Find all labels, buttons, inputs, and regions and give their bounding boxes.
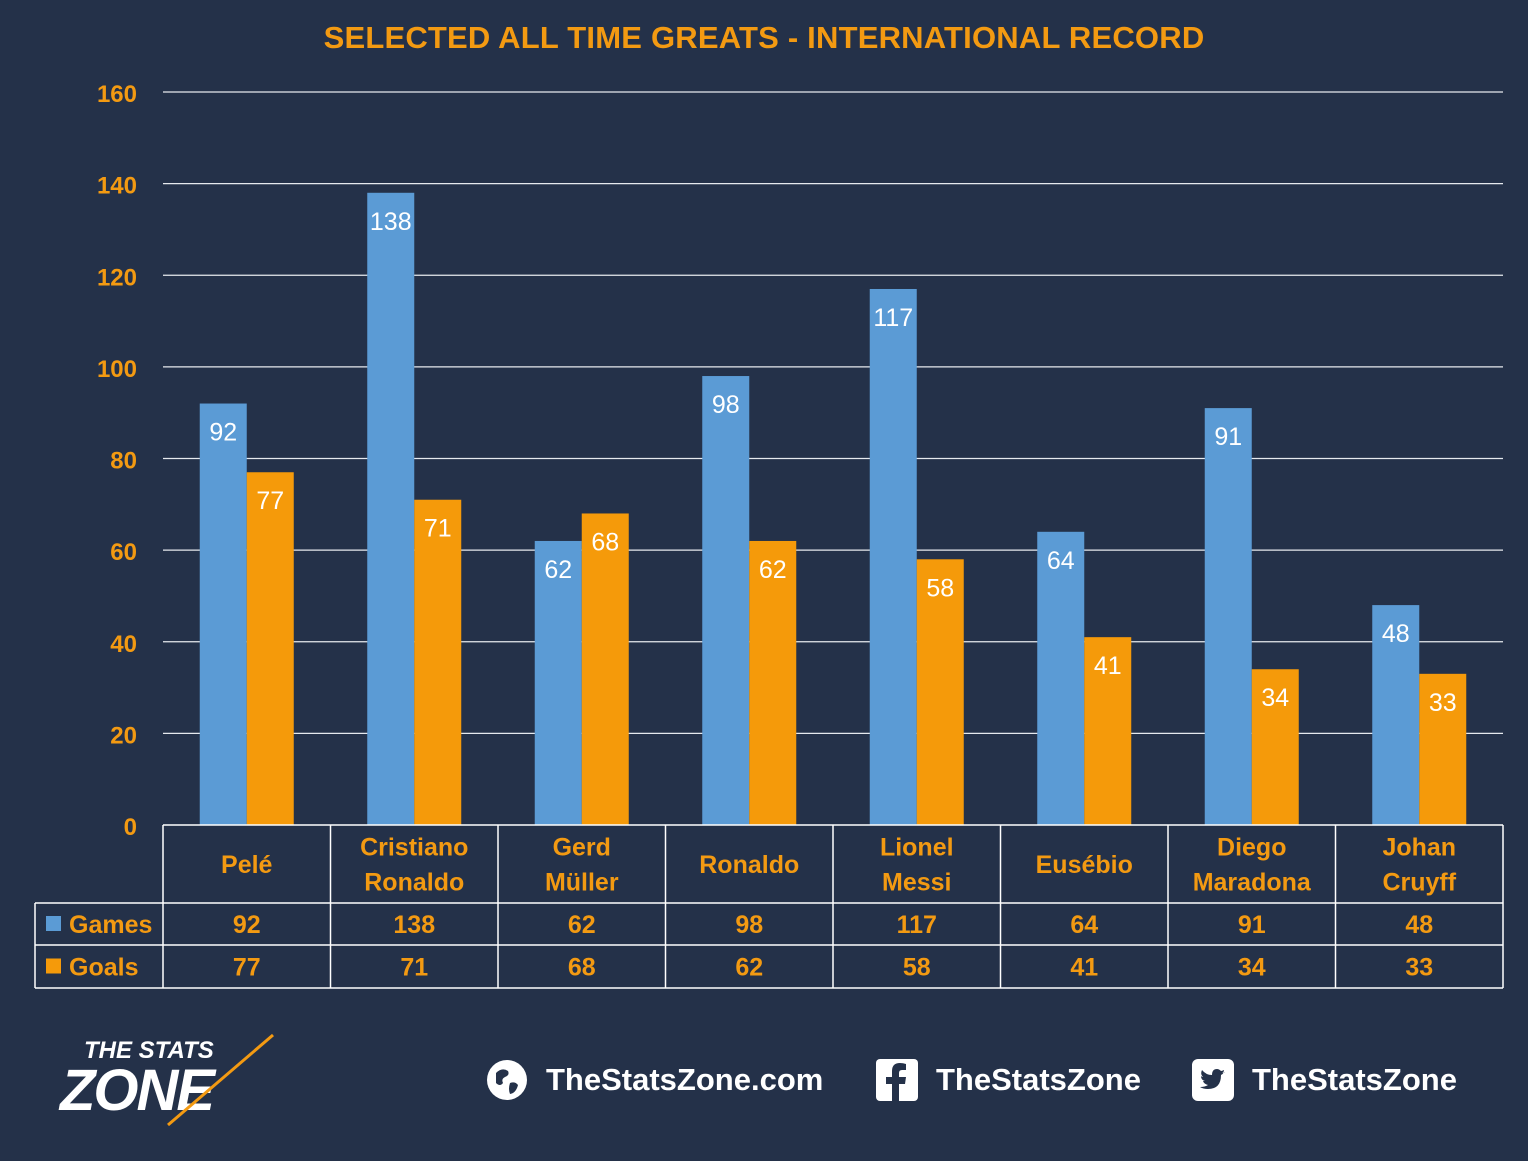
globe-icon bbox=[486, 1059, 528, 1101]
table-value-games: 64 bbox=[1070, 911, 1098, 939]
table-value-games: 92 bbox=[233, 911, 261, 939]
bar-goals bbox=[414, 499, 462, 825]
table-value-goals: 68 bbox=[568, 954, 596, 982]
table-value-goals: 62 bbox=[735, 954, 763, 982]
table-value-games: 98 bbox=[735, 911, 763, 939]
bar-chart: 0 20 40 60 80 100 120 140 160 92 77 138 71 62 68 98 62 11… bbox=[34, 81, 1504, 989]
table-value-games: 117 bbox=[897, 911, 937, 939]
website-text: TheStatsZone.com bbox=[546, 1062, 824, 1097]
table-value-games: 48 bbox=[1405, 911, 1433, 939]
legend-label-goals: Goals bbox=[69, 954, 138, 982]
data-label-games: 62 bbox=[544, 556, 572, 584]
category-label: Johan bbox=[1382, 834, 1456, 862]
table-value-goals: 71 bbox=[400, 954, 428, 982]
category-label: Gerd bbox=[553, 834, 611, 862]
data-label-goals: 62 bbox=[759, 556, 787, 584]
table-value-games: 62 bbox=[568, 911, 596, 939]
twitter-link[interactable]: TheStatsZone bbox=[1192, 1052, 1457, 1108]
twitter-text: TheStatsZone bbox=[1252, 1062, 1457, 1097]
twitter-icon bbox=[1192, 1059, 1234, 1101]
bar-games bbox=[1037, 531, 1085, 825]
category-label: Lionel bbox=[880, 834, 954, 862]
y-tick-label: 100 bbox=[97, 356, 137, 383]
bar-games bbox=[1372, 605, 1420, 825]
data-label-goals: 34 bbox=[1261, 684, 1289, 712]
category-label: Ronaldo bbox=[364, 869, 464, 897]
data-label-goals: 77 bbox=[256, 487, 284, 515]
category-label: Ronaldo bbox=[699, 851, 799, 879]
table-value-goals: 41 bbox=[1070, 954, 1098, 982]
category-label: Messi bbox=[882, 869, 951, 897]
category-label: Maradona bbox=[1193, 869, 1312, 897]
bar-goals bbox=[916, 559, 964, 825]
data-label-games: 117 bbox=[873, 304, 913, 332]
data-label-goals: 41 bbox=[1094, 652, 1122, 680]
data-label-games: 91 bbox=[1214, 423, 1242, 451]
data-label-games: 92 bbox=[209, 419, 237, 447]
bar-games bbox=[869, 288, 917, 825]
data-label-goals: 58 bbox=[926, 574, 954, 602]
bar-goals bbox=[749, 540, 797, 825]
y-tick-label: 20 bbox=[110, 722, 137, 749]
category-label: Müller bbox=[545, 869, 619, 897]
data-label-games: 138 bbox=[370, 208, 412, 236]
table-value-games: 91 bbox=[1238, 911, 1266, 939]
y-tick-label: 120 bbox=[97, 264, 137, 291]
data-label-games: 64 bbox=[1047, 547, 1075, 575]
legend-label-games: Games bbox=[69, 911, 152, 939]
category-label: Cristiano bbox=[360, 834, 468, 862]
y-tick-label: 0 bbox=[124, 814, 137, 841]
y-tick-label: 80 bbox=[110, 448, 137, 475]
bar-games bbox=[534, 540, 582, 825]
table-value-goals: 33 bbox=[1405, 954, 1433, 982]
bar-goals bbox=[581, 513, 629, 825]
category-label: Pelé bbox=[221, 851, 273, 879]
table-value-goals: 58 bbox=[903, 954, 931, 982]
y-tick-label: 160 bbox=[97, 81, 137, 108]
stats-zone-logo: THE STATS ZONE bbox=[58, 1030, 328, 1135]
bar-goals bbox=[246, 472, 294, 825]
y-tick-label: 60 bbox=[110, 539, 137, 566]
bar-goals bbox=[1419, 673, 1467, 825]
table-value-goals: 77 bbox=[233, 954, 261, 982]
y-tick-label: 140 bbox=[97, 173, 137, 200]
chart-title: SELECTED ALL TIME GREATS - INTERNATIONAL… bbox=[323, 20, 1205, 55]
bar-games bbox=[1204, 408, 1252, 825]
logo-top-text: THE STATS bbox=[84, 1037, 214, 1064]
bar-goals bbox=[1251, 669, 1299, 825]
category-label: Diego bbox=[1217, 834, 1286, 862]
bar-goals bbox=[1084, 637, 1132, 825]
data-label-goals: 33 bbox=[1429, 689, 1457, 717]
data-label-goals: 71 bbox=[424, 515, 452, 543]
data-label-games: 98 bbox=[712, 391, 740, 419]
website-link[interactable]: TheStatsZone.com bbox=[486, 1052, 823, 1108]
logo-bottom-text: ZONE bbox=[58, 1058, 217, 1123]
legend-key-goals bbox=[46, 958, 61, 974]
category-label: Cruyff bbox=[1382, 869, 1456, 897]
table-value-games: 138 bbox=[393, 911, 435, 939]
facebook-text: TheStatsZone bbox=[936, 1062, 1141, 1097]
facebook-link[interactable]: TheStatsZone bbox=[876, 1052, 1141, 1108]
data-label-goals: 68 bbox=[591, 528, 619, 556]
category-label: Eusébio bbox=[1036, 851, 1133, 879]
data-label-games: 48 bbox=[1382, 620, 1410, 648]
facebook-icon bbox=[876, 1059, 918, 1101]
bar-games bbox=[367, 192, 415, 826]
bar-games bbox=[702, 376, 750, 825]
legend-key-games bbox=[46, 916, 61, 931]
y-tick-label: 40 bbox=[110, 631, 137, 658]
table-value-goals: 34 bbox=[1238, 954, 1266, 982]
bar-games bbox=[199, 403, 247, 825]
